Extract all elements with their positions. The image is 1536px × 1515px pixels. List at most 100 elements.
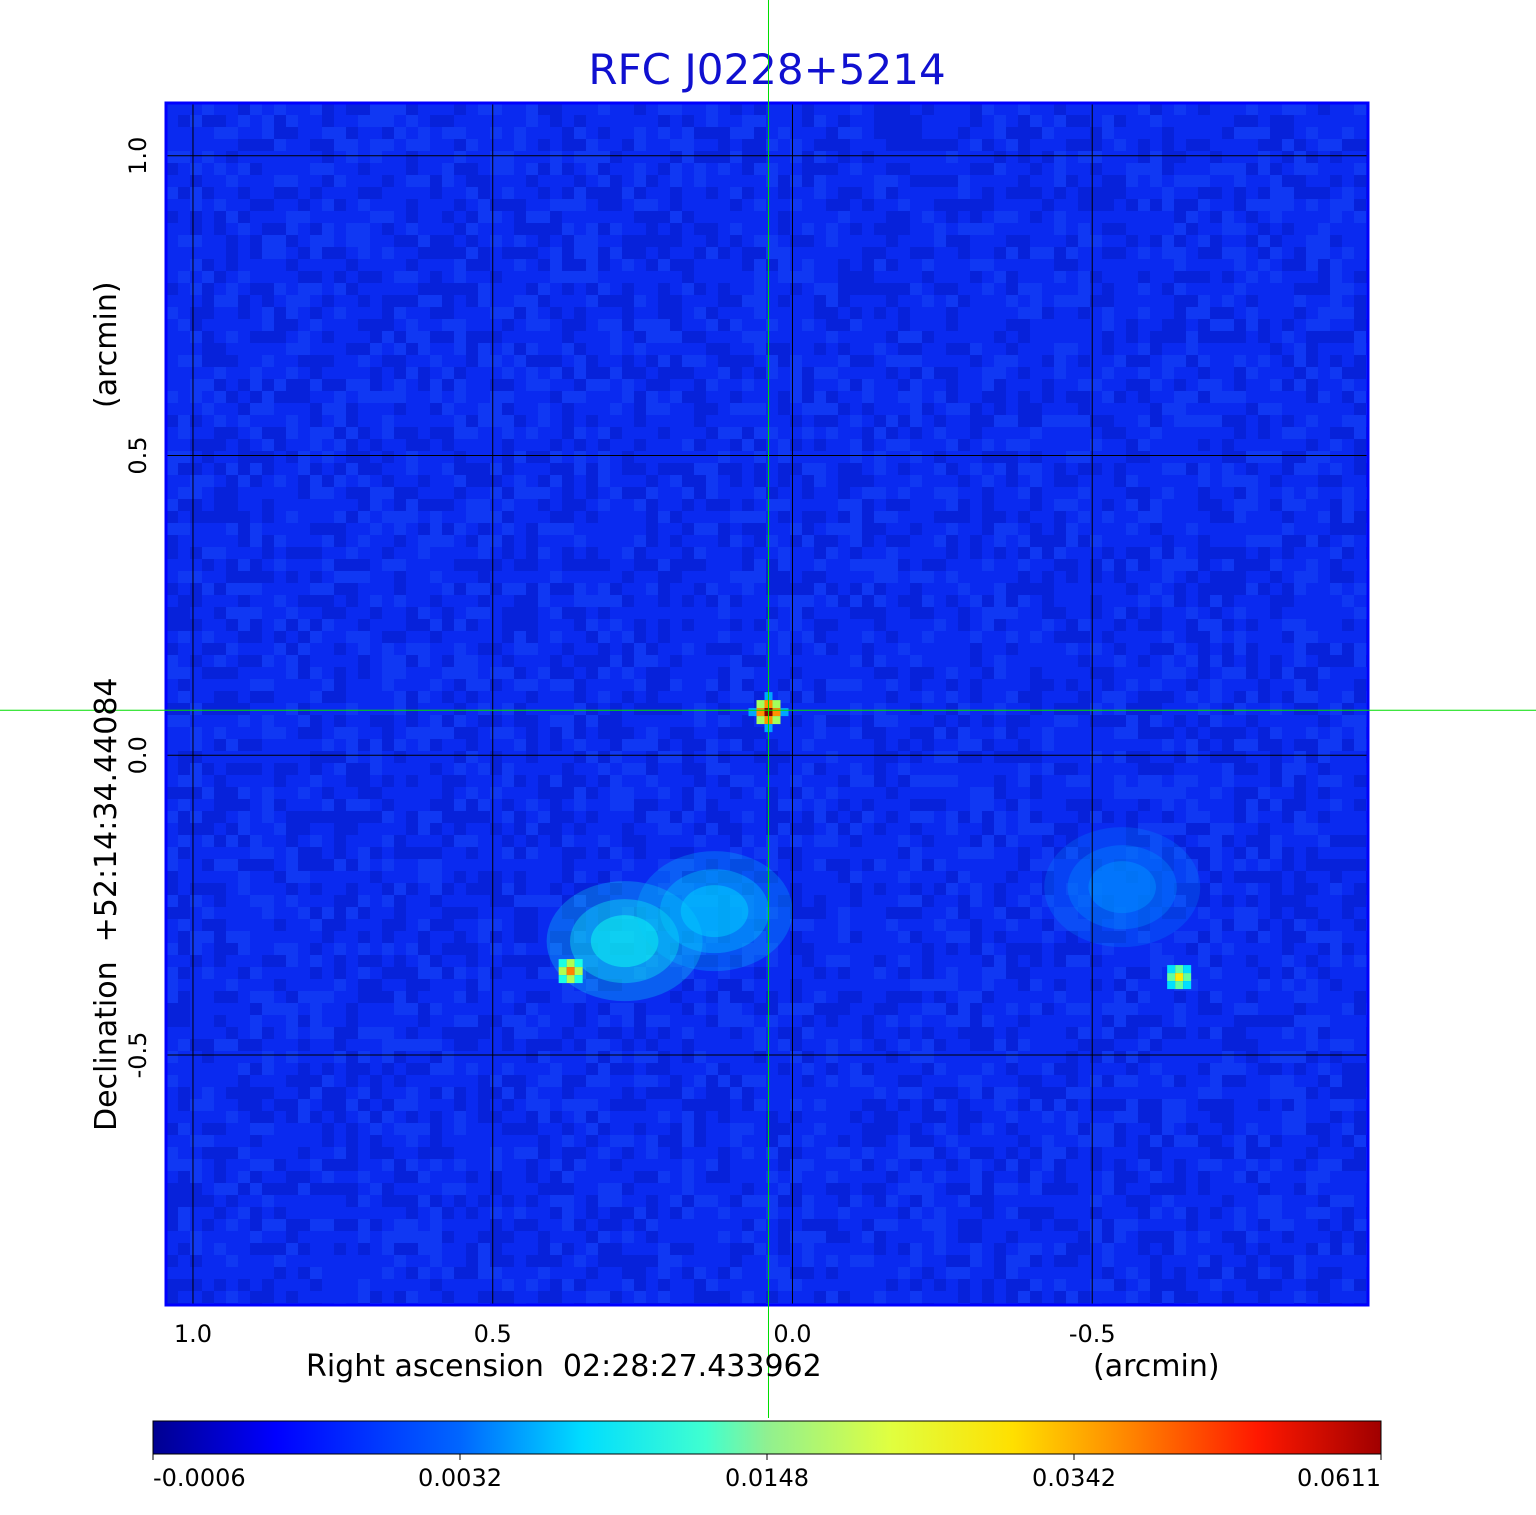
noise-cell — [862, 439, 874, 451]
noise-cell — [910, 823, 922, 835]
noise-cell — [1114, 1171, 1126, 1183]
noise-cell — [1174, 1207, 1186, 1219]
noise-cell — [886, 1159, 898, 1171]
noise-cell — [298, 847, 310, 859]
noise-cell — [754, 751, 766, 763]
noise-cell — [214, 931, 226, 943]
noise-cell — [1054, 1147, 1066, 1159]
noise-cell — [286, 895, 298, 907]
noise-cell — [874, 775, 886, 787]
noise-cell — [958, 295, 970, 307]
noise-cell — [562, 331, 574, 343]
noise-cell — [1246, 739, 1258, 751]
noise-cell — [250, 691, 262, 703]
noise-cell — [310, 1003, 322, 1015]
noise-cell — [1342, 535, 1354, 547]
noise-cell — [1222, 307, 1234, 319]
noise-cell — [730, 847, 742, 859]
noise-cell — [1174, 835, 1186, 847]
noise-cell — [910, 895, 922, 907]
noise-cell — [1210, 1027, 1222, 1039]
noise-cell — [958, 847, 970, 859]
noise-cell — [1342, 715, 1354, 727]
noise-cell — [874, 667, 886, 679]
noise-cell — [1294, 1003, 1306, 1015]
noise-cell — [886, 427, 898, 439]
noise-cell — [922, 1147, 934, 1159]
noise-cell — [1234, 727, 1246, 739]
noise-cell — [202, 115, 214, 127]
noise-cell — [166, 151, 178, 163]
noise-cell — [178, 919, 190, 931]
noise-cell — [682, 355, 694, 367]
noise-cell — [514, 259, 526, 271]
noise-cell — [1342, 1159, 1354, 1171]
noise-cell — [1282, 487, 1294, 499]
noise-cell — [1066, 643, 1078, 655]
noise-cell — [718, 523, 730, 535]
noise-cell — [1186, 355, 1198, 367]
noise-cell — [1186, 1123, 1198, 1135]
noise-cell — [790, 607, 802, 619]
noise-cell — [1198, 355, 1210, 367]
noise-cell — [166, 715, 178, 727]
noise-cell — [490, 1087, 502, 1099]
noise-cell — [1198, 811, 1210, 823]
noise-cell — [454, 775, 466, 787]
noise-cell — [502, 535, 514, 547]
noise-cell — [766, 991, 778, 1003]
noise-cell — [1342, 427, 1354, 439]
noise-cell — [1258, 151, 1270, 163]
noise-cell — [346, 559, 358, 571]
noise-cell — [1270, 883, 1282, 895]
noise-cell — [178, 499, 190, 511]
noise-cell — [1054, 247, 1066, 259]
noise-cell — [982, 739, 994, 751]
noise-cell — [358, 907, 370, 919]
noise-cell — [574, 343, 586, 355]
noise-cell — [262, 991, 274, 1003]
noise-cell — [814, 1003, 826, 1015]
noise-cell — [1150, 787, 1162, 799]
noise-cell — [550, 655, 562, 667]
noise-cell — [1162, 1123, 1174, 1135]
noise-cell — [1330, 835, 1342, 847]
noise-cell — [562, 727, 574, 739]
noise-cell — [1330, 1051, 1342, 1063]
noise-cell — [862, 1123, 874, 1135]
noise-cell — [1354, 139, 1366, 151]
noise-cell — [238, 835, 250, 847]
noise-cell — [1198, 931, 1210, 943]
noise-cell — [778, 571, 790, 583]
noise-cell — [334, 907, 346, 919]
noise-cell — [1162, 655, 1174, 667]
noise-cell — [1078, 847, 1090, 859]
noise-cell — [622, 667, 634, 679]
noise-cell — [982, 559, 994, 571]
noise-cell — [178, 811, 190, 823]
noise-cell — [1138, 931, 1150, 943]
noise-cell — [634, 703, 646, 715]
noise-cell — [730, 859, 742, 871]
noise-cell — [790, 1111, 802, 1123]
noise-cell — [826, 751, 838, 763]
noise-cell — [442, 523, 454, 535]
noise-cell — [202, 703, 214, 715]
noise-cell — [178, 1243, 190, 1255]
noise-cell — [742, 727, 754, 739]
noise-cell — [1162, 283, 1174, 295]
noise-cell — [910, 727, 922, 739]
noise-cell — [298, 1243, 310, 1255]
noise-cell — [610, 751, 622, 763]
noise-cell — [874, 1087, 886, 1099]
noise-cell — [286, 1027, 298, 1039]
noise-cell — [1090, 1195, 1102, 1207]
noise-cell — [1306, 163, 1318, 175]
noise-cell — [862, 391, 874, 403]
noise-cell — [886, 163, 898, 175]
noise-cell — [910, 571, 922, 583]
noise-cell — [526, 583, 538, 595]
noise-cell — [898, 307, 910, 319]
noise-cell — [418, 1171, 430, 1183]
noise-cell — [682, 859, 694, 871]
